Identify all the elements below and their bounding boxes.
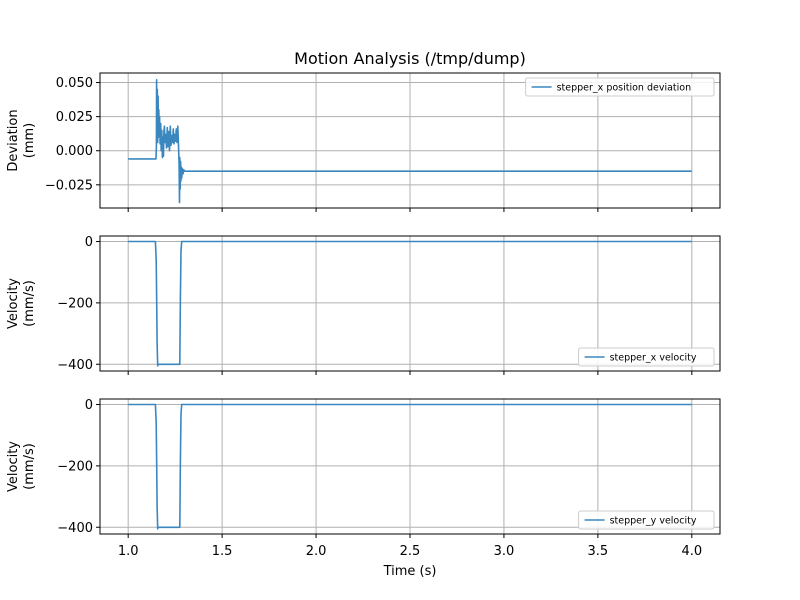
- y-axis-label-line: (mm/s): [22, 280, 37, 327]
- y-tick-label: 0.025: [56, 110, 93, 125]
- series-line-1: [128, 79, 692, 204]
- legend-label: stepper_x velocity: [610, 353, 697, 364]
- legend-box: [578, 510, 715, 530]
- y-tick-label: 0.050: [56, 76, 93, 91]
- y-axis-label-line: (mm/s): [22, 443, 37, 490]
- legend-box: [578, 347, 715, 367]
- x-tick-label: 3.0: [494, 544, 515, 559]
- y-tick-label: 0: [85, 235, 93, 250]
- legend: stepper_x position deviation: [525, 77, 715, 97]
- y-axis-label: Velocity(mm/s): [6, 278, 37, 329]
- panel-deviation: 0.050 0.025 0.000 −0.025 Deviation(mm) steppe…: [6, 72, 721, 212]
- x-tick-label: 1.5: [212, 544, 233, 559]
- chart-title: Motion Analysis (/tmp/dump): [294, 49, 526, 68]
- legend-box: [525, 77, 715, 97]
- y-axis-label: Velocity(mm/s): [6, 441, 37, 492]
- y-tick-label: 0.000: [56, 144, 93, 159]
- x-tick-label: 4.0: [681, 544, 702, 559]
- y-axis-label-line: (mm): [22, 123, 37, 158]
- legend-label: stepper_x position deviation: [557, 83, 692, 94]
- legend: stepper_y velocity: [578, 510, 715, 530]
- y-axis-label-line: Velocity: [6, 278, 21, 329]
- y-tick-label: −200: [57, 459, 93, 474]
- legend-label: stepper_y velocity: [610, 516, 697, 527]
- y-tick-label: −400: [57, 521, 93, 536]
- y-tick-label: 0: [85, 398, 93, 413]
- y-tick-label: −400: [57, 358, 93, 373]
- series-line-1: [128, 240, 692, 367]
- series-line-1: [128, 403, 692, 530]
- x-tick-label: 2.5: [400, 544, 421, 559]
- panel-velocity-y: 0 −200 −400 1.0 1.5 2.0 2.5 3.0 3.5 4.0 Velocity(m…: [6, 398, 721, 559]
- y-axis-label-line: Velocity: [6, 441, 21, 492]
- panel-velocity-x: 0 −200 −400 Velocity(mm/s) stepper_x velocit…: [6, 235, 721, 375]
- y-axis-label: Deviation(mm): [6, 109, 37, 171]
- x-tick-label: 1.0: [118, 544, 139, 559]
- y-tick-label: −0.025: [45, 178, 93, 193]
- x-tick-label: 2.0: [306, 544, 327, 559]
- x-tick-label: 3.5: [588, 544, 609, 559]
- y-tick-label: −200: [57, 296, 93, 311]
- y-axis-label-line: Deviation: [6, 109, 21, 171]
- legend: stepper_x velocity: [578, 347, 715, 367]
- x-axis-label: Time (s): [383, 564, 437, 579]
